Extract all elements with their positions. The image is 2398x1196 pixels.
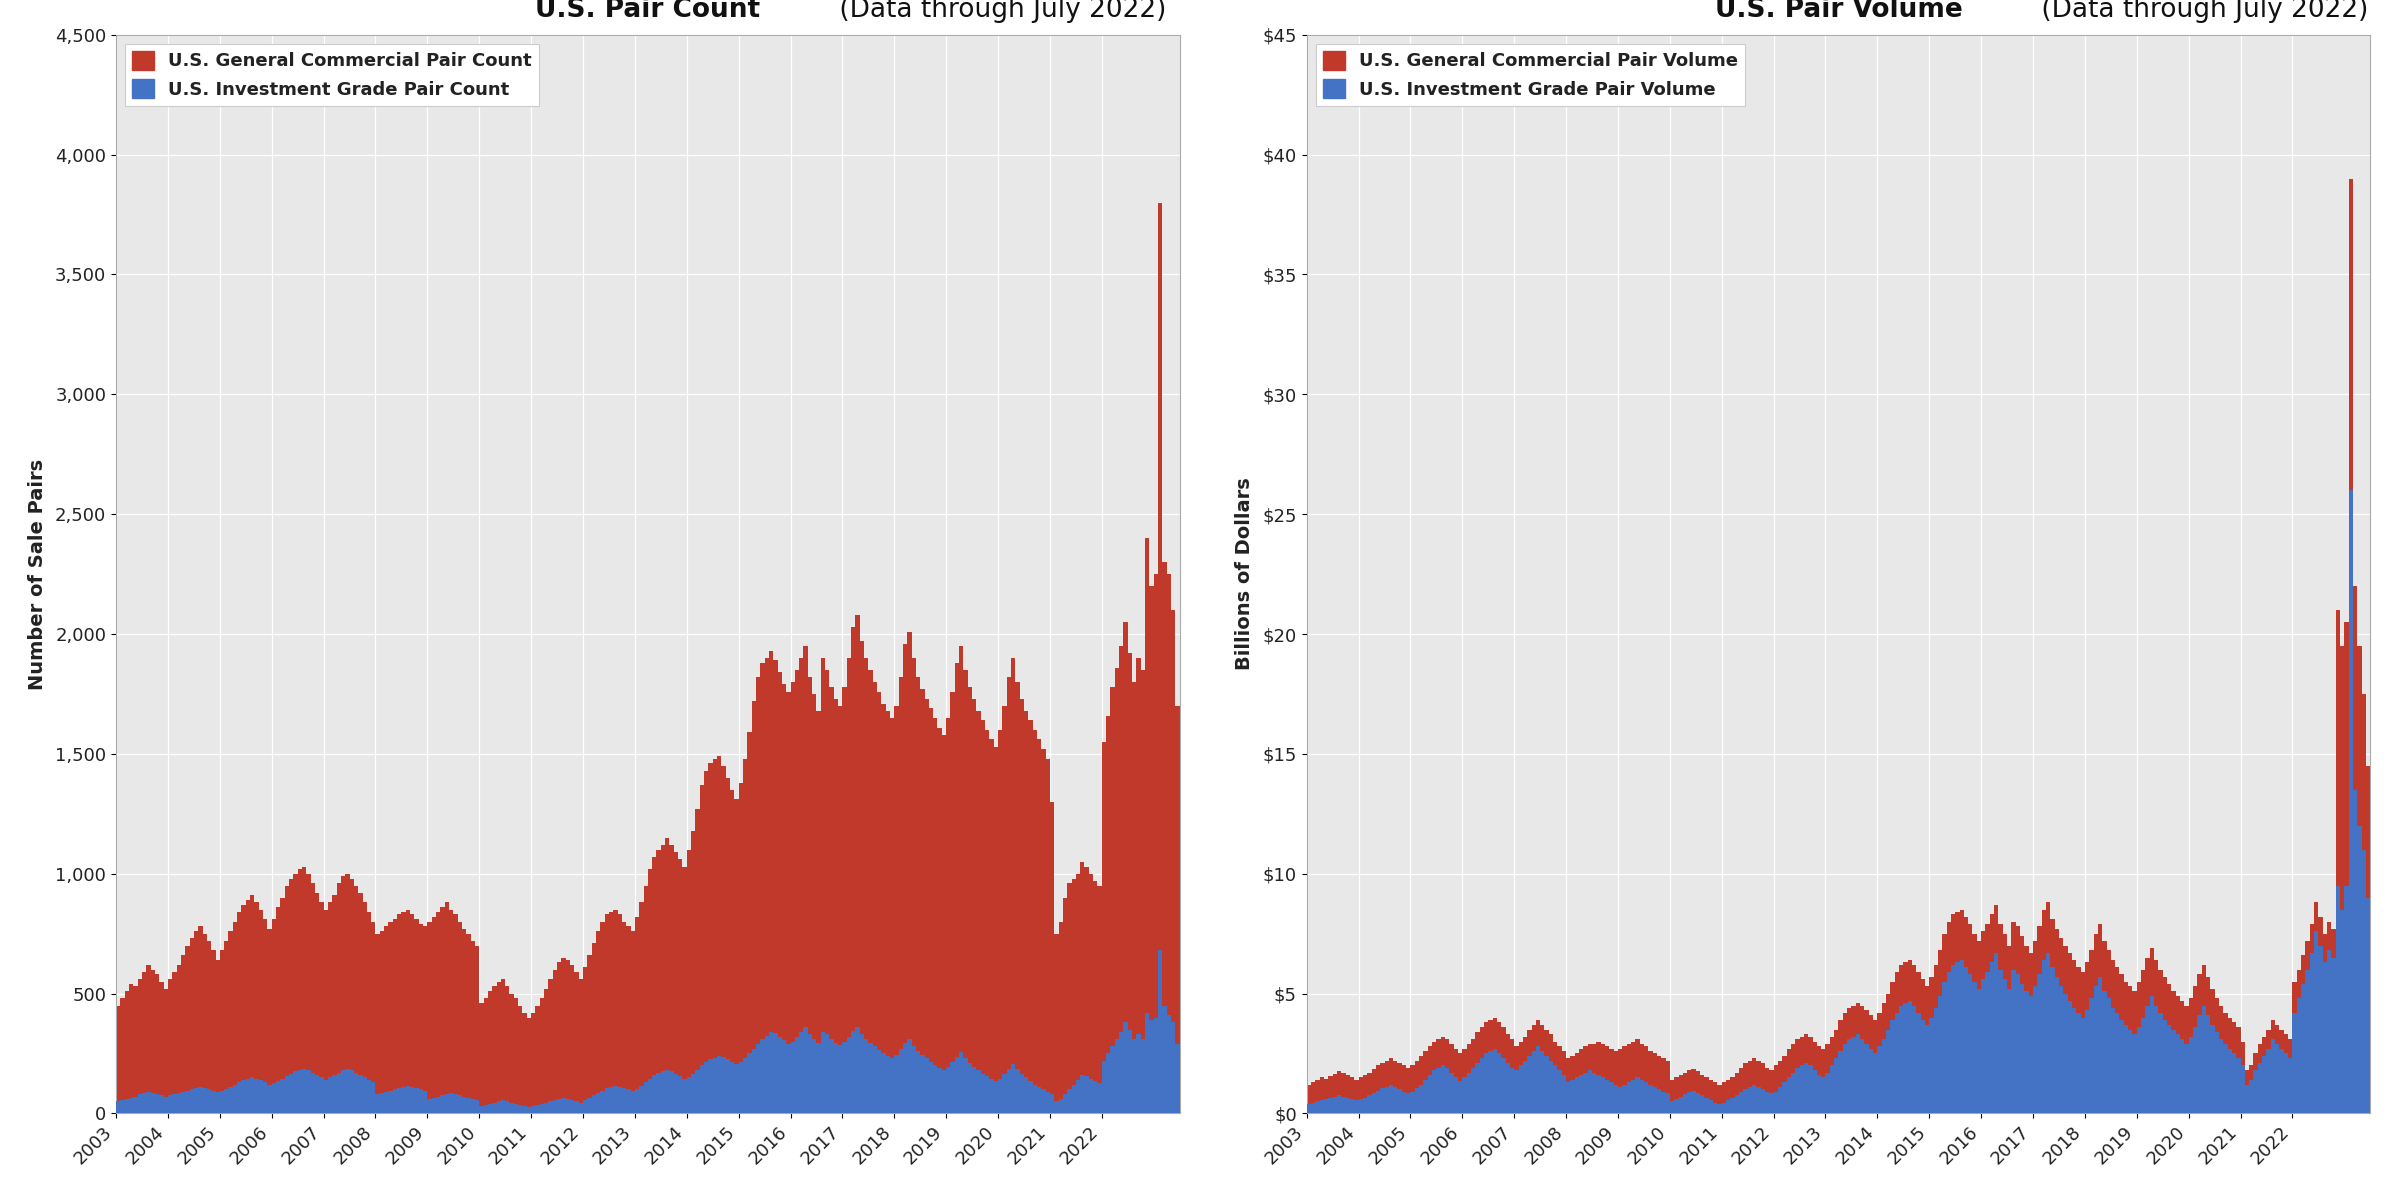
Text: (Data through July 2022): (Data through July 2022)	[830, 0, 1165, 23]
Text: (Data through July 2022): (Data through July 2022)	[2034, 0, 2369, 23]
Y-axis label: Number of Sale Pairs: Number of Sale Pairs	[29, 458, 48, 690]
Text: U.S. Pair Volume: U.S. Pair Volume	[1715, 0, 1962, 23]
Text: U.S. Pair Count: U.S. Pair Count	[535, 0, 760, 23]
Legend: U.S. General Commercial Pair Count, U.S. Investment Grade Pair Count: U.S. General Commercial Pair Count, U.S.…	[125, 44, 540, 106]
Legend: U.S. General Commercial Pair Volume, U.S. Investment Grade Pair Volume: U.S. General Commercial Pair Volume, U.S…	[1317, 44, 1746, 106]
Y-axis label: Billions of Dollars: Billions of Dollars	[1235, 477, 1254, 671]
